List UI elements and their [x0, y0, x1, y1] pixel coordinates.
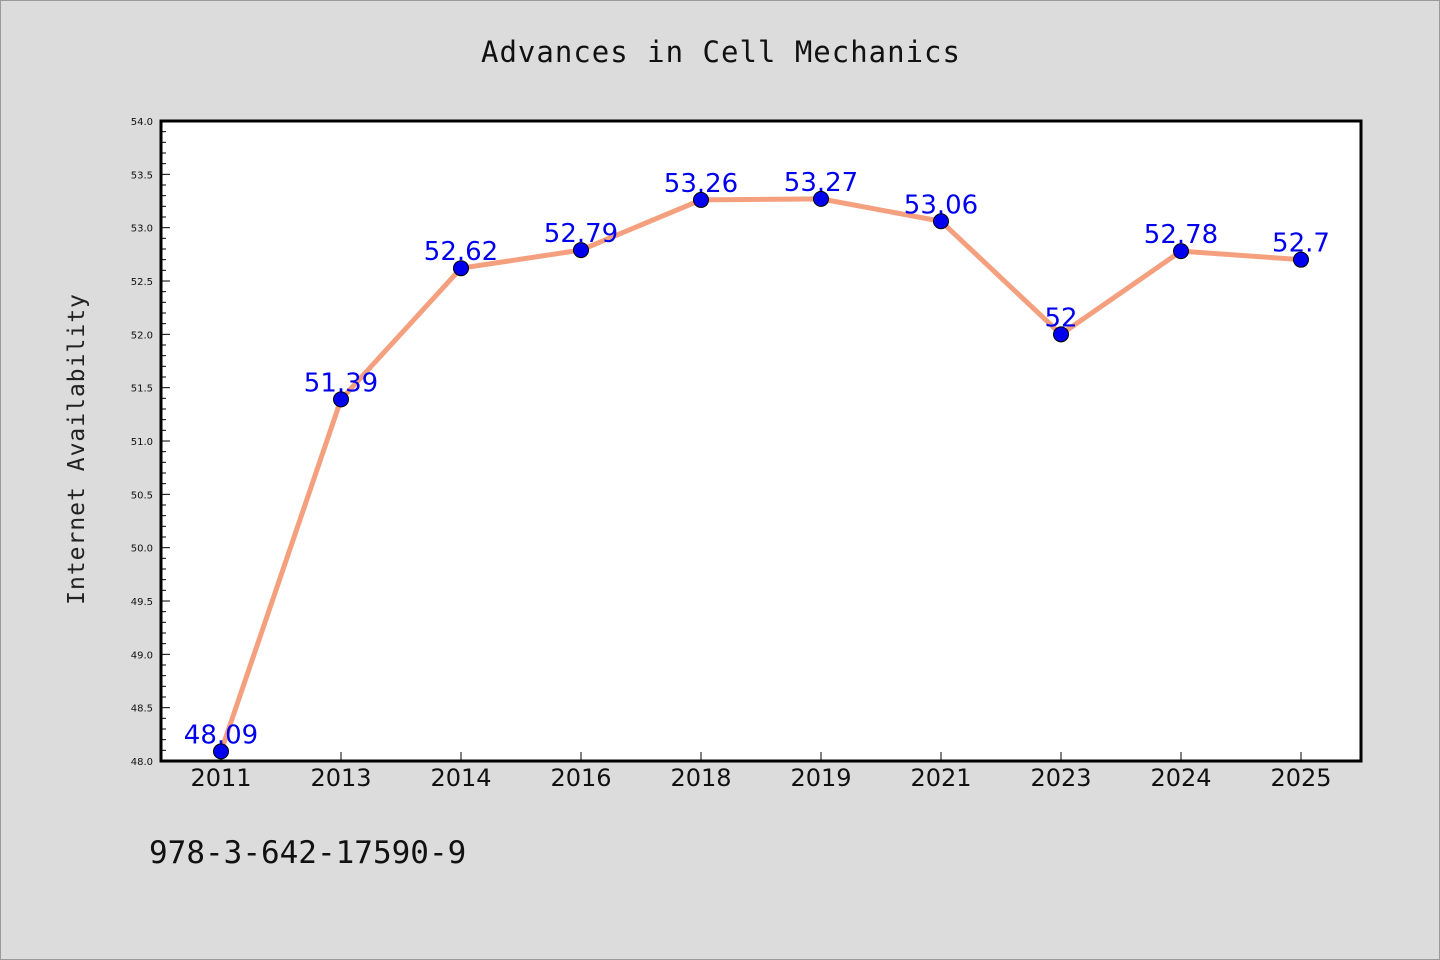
data-label: 52.79	[544, 219, 618, 249]
y-tick-label: 49.0	[131, 650, 153, 661]
data-point	[1053, 326, 1069, 343]
chart-title: Advances in Cell Mechanics	[481, 35, 961, 69]
series-line	[218, 196, 1304, 754]
data-label: 52.78	[1144, 220, 1218, 250]
y-tick-label: 51.0	[131, 437, 153, 448]
x-tick-label: 2013	[310, 764, 371, 792]
data-point	[933, 213, 949, 230]
y-tick-label: 52.5	[131, 277, 153, 288]
y-tick-label: 50.0	[131, 544, 153, 555]
data-point	[453, 260, 469, 277]
y-tick-label: 53.5	[131, 170, 153, 181]
data-label: 53.26	[664, 169, 738, 199]
data-label: 48.09	[184, 720, 258, 750]
x-tick-label: 2021	[910, 764, 971, 792]
y-tick-label: 53.0	[131, 224, 153, 235]
y-tick-label: 48.5	[131, 704, 153, 715]
x-tick-label: 2016	[550, 764, 611, 792]
data-label: 51.39	[304, 368, 378, 398]
plot-frame	[159, 119, 1363, 763]
x-tick-label: 2024	[1150, 764, 1211, 792]
y-tick-label: 52.0	[131, 330, 153, 341]
isbn-code: 978-3-642-17590-9	[149, 835, 467, 871]
data-label: 52.7	[1272, 229, 1330, 259]
y-axis: 48.0 48.5 49.0 49.5 50.0 50.5 51.0 51.5 52.0 52.5…	[131, 117, 170, 768]
data-point	[573, 242, 589, 259]
data-point	[693, 191, 709, 208]
data-label: 53.06	[904, 190, 978, 220]
plot-area	[161, 121, 1361, 761]
x-tick-label: 2011	[190, 764, 251, 792]
x-axis: 2011 2013 2014 2016 2018 2019 2021 2023 2024 2025	[190, 752, 1332, 792]
data-label: 52	[1044, 303, 1077, 333]
y-tick-label: 50.5	[131, 490, 153, 501]
y-tick-label: 48.0	[131, 757, 153, 768]
x-tick-label: 2025	[1270, 764, 1331, 792]
data-point	[813, 190, 829, 207]
data-label: 53.27	[784, 168, 858, 198]
data-label: 52.62	[424, 237, 498, 267]
y-tick-label: 49.5	[131, 597, 153, 608]
series-layer: 48.09 51.39 52.62 52.79 53.26 53.27 53.06 52 52.…	[184, 168, 1330, 760]
x-tick-label: 2014	[430, 764, 491, 792]
y-tick-label: 54.0	[131, 117, 153, 128]
x-tick-label: 2019	[790, 764, 851, 792]
data-point	[1173, 243, 1189, 260]
x-tick-label: 2023	[1030, 764, 1091, 792]
data-point	[213, 743, 229, 760]
y-tick-label: 51.5	[131, 384, 153, 395]
data-point	[333, 391, 349, 408]
x-tick-label: 2018	[670, 764, 731, 792]
data-point	[1293, 251, 1309, 268]
